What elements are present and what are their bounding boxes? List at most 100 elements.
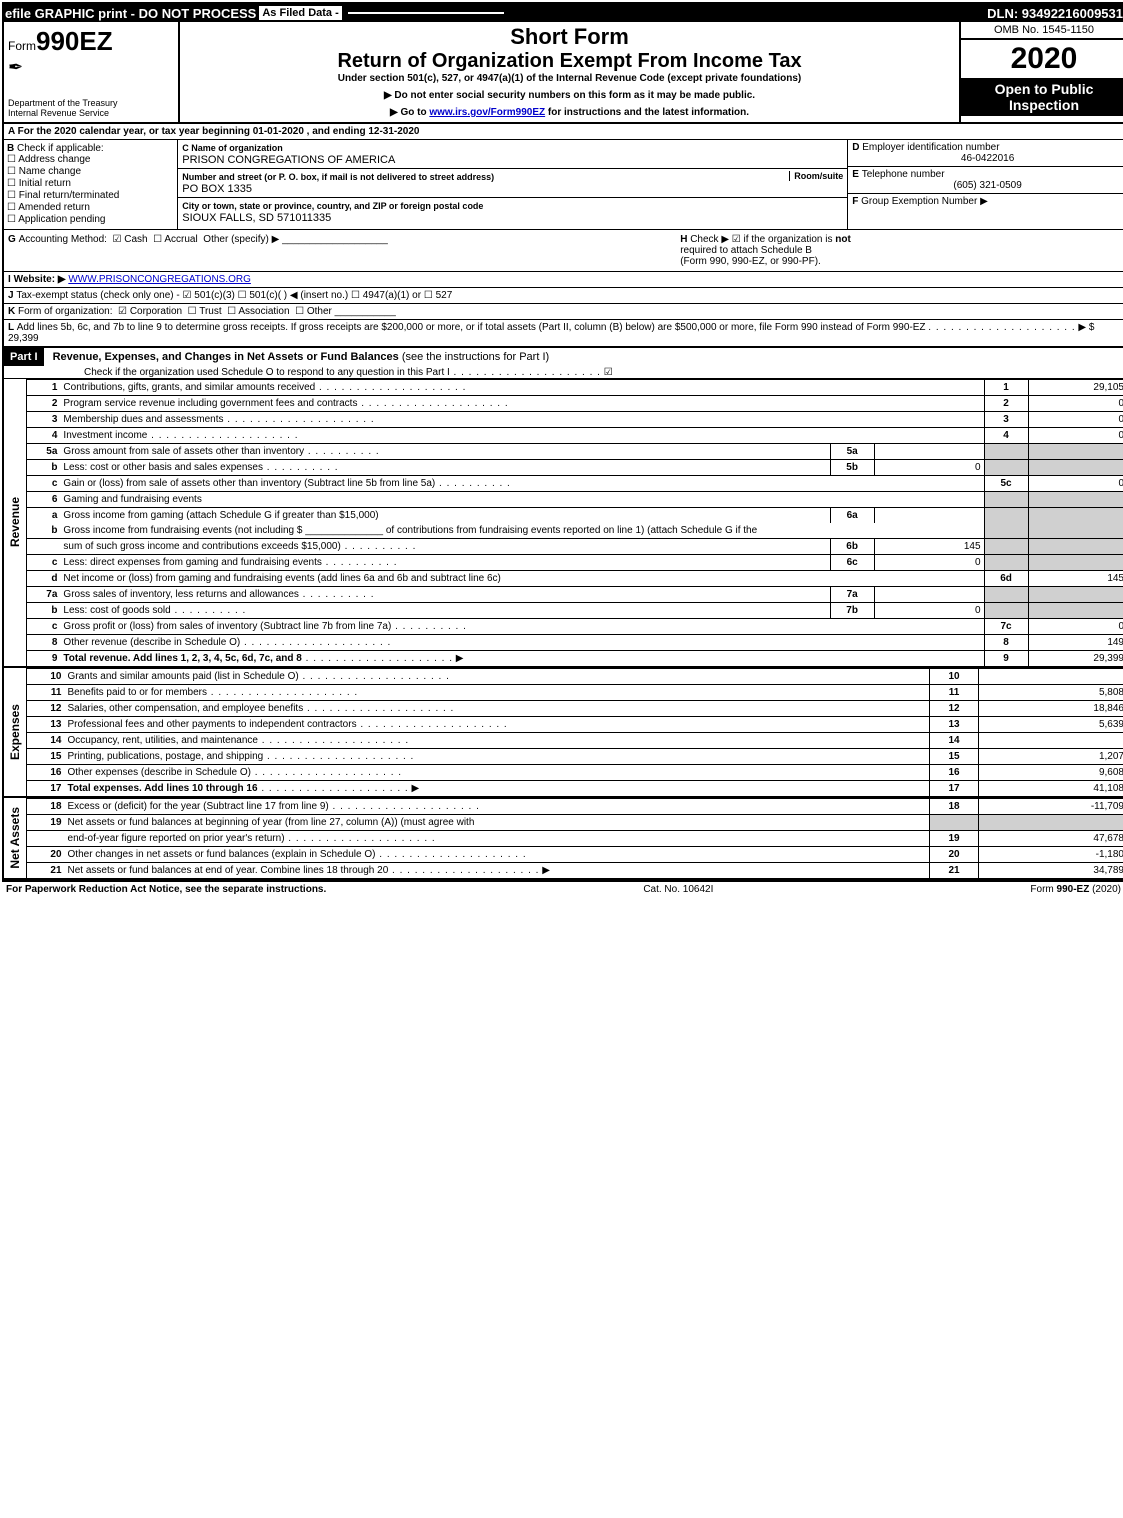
netassets-side-label: Net Assets [4, 798, 27, 878]
group-exempt-label: Group Exemption Number [861, 196, 977, 207]
header-right: OMB No. 1545-1150 2020 Open to Public In… [959, 22, 1123, 122]
line-6: 6 Gaming and fundraising events [27, 492, 1123, 508]
chk-pending[interactable]: ☐ Application pending [7, 214, 174, 225]
part1-header-row: Part I Revenue, Expenses, and Changes in… [4, 346, 1123, 379]
city-label: City or town, state or province, country… [182, 201, 483, 211]
part1-title: Revenue, Expenses, and Changes in Net As… [47, 348, 556, 366]
acct-accrual[interactable]: Accrual [164, 234, 197, 245]
line-6b-1: b Gross income from fundraising events (… [27, 523, 1123, 539]
line-6d: d Net income or (loss) from gaming and f… [27, 571, 1123, 587]
org-trust[interactable]: Trust [199, 306, 221, 317]
expenses-table: 10 Grants and similar amounts paid (list… [27, 668, 1123, 796]
line-9: 9 Total revenue. Add lines 1, 2, 3, 4, 5… [27, 651, 1123, 667]
line-6b-2: sum of such gross income and contributio… [27, 539, 1123, 555]
org-corp[interactable]: Corporation [130, 306, 182, 317]
subtitle: Under section 501(c), 527, or 4947(a)(1)… [182, 73, 957, 84]
line-7c: c Gross profit or (loss) from sales of i… [27, 619, 1123, 635]
box-b: B Check if applicable: ☐ Address change … [4, 140, 178, 229]
line-18: 18 Excess or (deficit) for the year (Sub… [27, 799, 1123, 815]
box-g: G Accounting Method: ☑ Cash ☐ Accrual Ot… [4, 230, 676, 271]
netassets-table: 18 Excess or (deficit) for the year (Sub… [27, 798, 1123, 878]
box-e: E Telephone number (605) 321-0509 [848, 167, 1123, 194]
box-def: D Employer identification number 46-0422… [847, 140, 1123, 229]
top-bar: efile GRAPHIC print - DO NOT PROCESS As … [4, 4, 1123, 22]
city-value: SIOUX FALLS, SD 571011335 [182, 212, 331, 224]
expenses-section: Expenses 10 Grants and similar amounts p… [4, 666, 1123, 796]
box-d: D Employer identification number 46-0422… [848, 140, 1123, 167]
omb-number: OMB No. 1545-1150 [961, 22, 1123, 40]
dln-text: DLN: 93492216009531 [987, 6, 1123, 21]
goto-pre: Go to [400, 107, 429, 118]
line-5a: 5a Gross amount from sale of assets othe… [27, 444, 1123, 460]
form-number: 990EZ [36, 26, 113, 56]
dots-l [928, 322, 1075, 333]
website-label: Website: ▶ [14, 274, 66, 285]
org-assoc[interactable]: Association [238, 306, 289, 317]
ssn-warning: Do not enter social security numbers on … [394, 90, 755, 101]
acct-method-label: Accounting Method: [19, 234, 107, 245]
form-org-label: Form of organization: [18, 306, 113, 317]
line-6c: c Less: direct expenses from gaming and … [27, 555, 1123, 571]
h-not: not [835, 234, 851, 245]
line-13: 13 Professional fees and other payments … [27, 717, 1123, 733]
h-text1: Check ▶ [690, 234, 732, 245]
acct-other[interactable]: Other (specify) ▶ [203, 234, 279, 245]
irs-link[interactable]: www.irs.gov/Form990EZ [429, 107, 545, 118]
arrow-line-2: ▶ Go to www.irs.gov/Form990EZ for instru… [182, 107, 957, 118]
form-word: Form [8, 39, 36, 53]
tax-year-range: For the 2020 calendar year, or tax year … [18, 126, 420, 137]
line-6a: a Gross income from gaming (attach Sched… [27, 508, 1123, 524]
line-1: 1 Contributions, gifts, grants, and simi… [27, 380, 1123, 396]
part1-check-line: Check if the organization used Schedule … [4, 367, 613, 378]
as-filed-box: As Filed Data - [258, 5, 342, 21]
row-a: A For the 2020 calendar year, or tax yea… [4, 124, 1123, 140]
line-12: 12 Salaries, other compensation, and emp… [27, 701, 1123, 717]
page-footer: For Paperwork Reduction Act Notice, see … [2, 880, 1123, 897]
line-14: 14 Occupancy, rent, utilities, and maint… [27, 733, 1123, 749]
website-link[interactable]: WWW.PRISONCONGREGATIONS.ORG [68, 274, 251, 285]
chk-name[interactable]: ☐ Name change [7, 166, 174, 177]
efile-print-text: efile GRAPHIC print - DO NOT PROCESS [5, 6, 256, 21]
org-name-label: Name of organization [191, 143, 283, 153]
chk-address[interactable]: ☐ Address change [7, 154, 174, 165]
line-16: 16 Other expenses (describe in Schedule … [27, 765, 1123, 781]
room-label: Room/suite [789, 171, 843, 181]
chk-final[interactable]: ☐ Final return/terminated [7, 190, 174, 201]
box-f: F Group Exemption Number ▶ [848, 194, 1123, 209]
ein-value: 46-0422016 [852, 153, 1123, 164]
acct-cash[interactable]: Cash [124, 234, 147, 245]
line-3: 3 Membership dues and assessments 3 0 [27, 412, 1123, 428]
line-15: 15 Printing, publications, postage, and … [27, 749, 1123, 765]
org-other[interactable]: Other [307, 306, 332, 317]
org-name: PRISON CONGREGATIONS OF AMERICA [182, 154, 395, 166]
street-label: Number and street (or P. O. box, if mail… [182, 172, 494, 182]
row-k: K Form of organization: ☑ Corporation ☐ … [4, 303, 1123, 319]
efile-icon: ✒ [8, 57, 174, 78]
line-21: 21 Net assets or fund balances at end of… [27, 863, 1123, 879]
h-text2: if the organization is [741, 234, 836, 245]
dept-treasury: Department of the Treasury [8, 98, 174, 108]
form-header: Form990EZ ✒ Department of the Treasury I… [4, 22, 1123, 124]
chk-amended[interactable]: ☐ Amended return [7, 202, 174, 213]
part1-label: Part I [4, 348, 44, 366]
line-17: 17 Total expenses. Add lines 10 through … [27, 781, 1123, 797]
row-l-text: Add lines 5b, 6c, and 7b to line 9 to de… [17, 322, 926, 333]
form-container: efile GRAPHIC print - DO NOT PROCESS As … [2, 2, 1123, 880]
phone-value: (605) 321-0509 [852, 180, 1123, 191]
as-filed-blank [347, 11, 505, 15]
line-7a: 7a Gross sales of inventory, less return… [27, 587, 1123, 603]
phone-label: Telephone number [862, 169, 945, 180]
row-i: I Website: ▶ WWW.PRISONCONGREGATIONS.ORG [4, 271, 1123, 287]
header-left: Form990EZ ✒ Department of the Treasury I… [4, 22, 180, 122]
goto-post: for instructions and the latest informat… [545, 107, 749, 118]
line-4: 4 Investment income 4 0 [27, 428, 1123, 444]
box-h: H Check ▶ ☑ if the organization is not r… [676, 230, 1123, 271]
chk-initial[interactable]: ☐ Initial return [7, 178, 174, 189]
h-text4: (Form 990, 990-EZ, or 990-PF). [680, 256, 821, 267]
row-gh: G Accounting Method: ☑ Cash ☐ Accrual Ot… [4, 229, 1123, 271]
org-name-row: C Name of organization PRISON CONGREGATI… [178, 140, 847, 169]
city-row: City or town, state or province, country… [178, 198, 847, 226]
netassets-section: Net Assets 18 Excess or (deficit) for th… [4, 796, 1123, 878]
check-applicable-label: Check if applicable: [17, 143, 104, 154]
box-c: C Name of organization PRISON CONGREGATI… [178, 140, 847, 229]
